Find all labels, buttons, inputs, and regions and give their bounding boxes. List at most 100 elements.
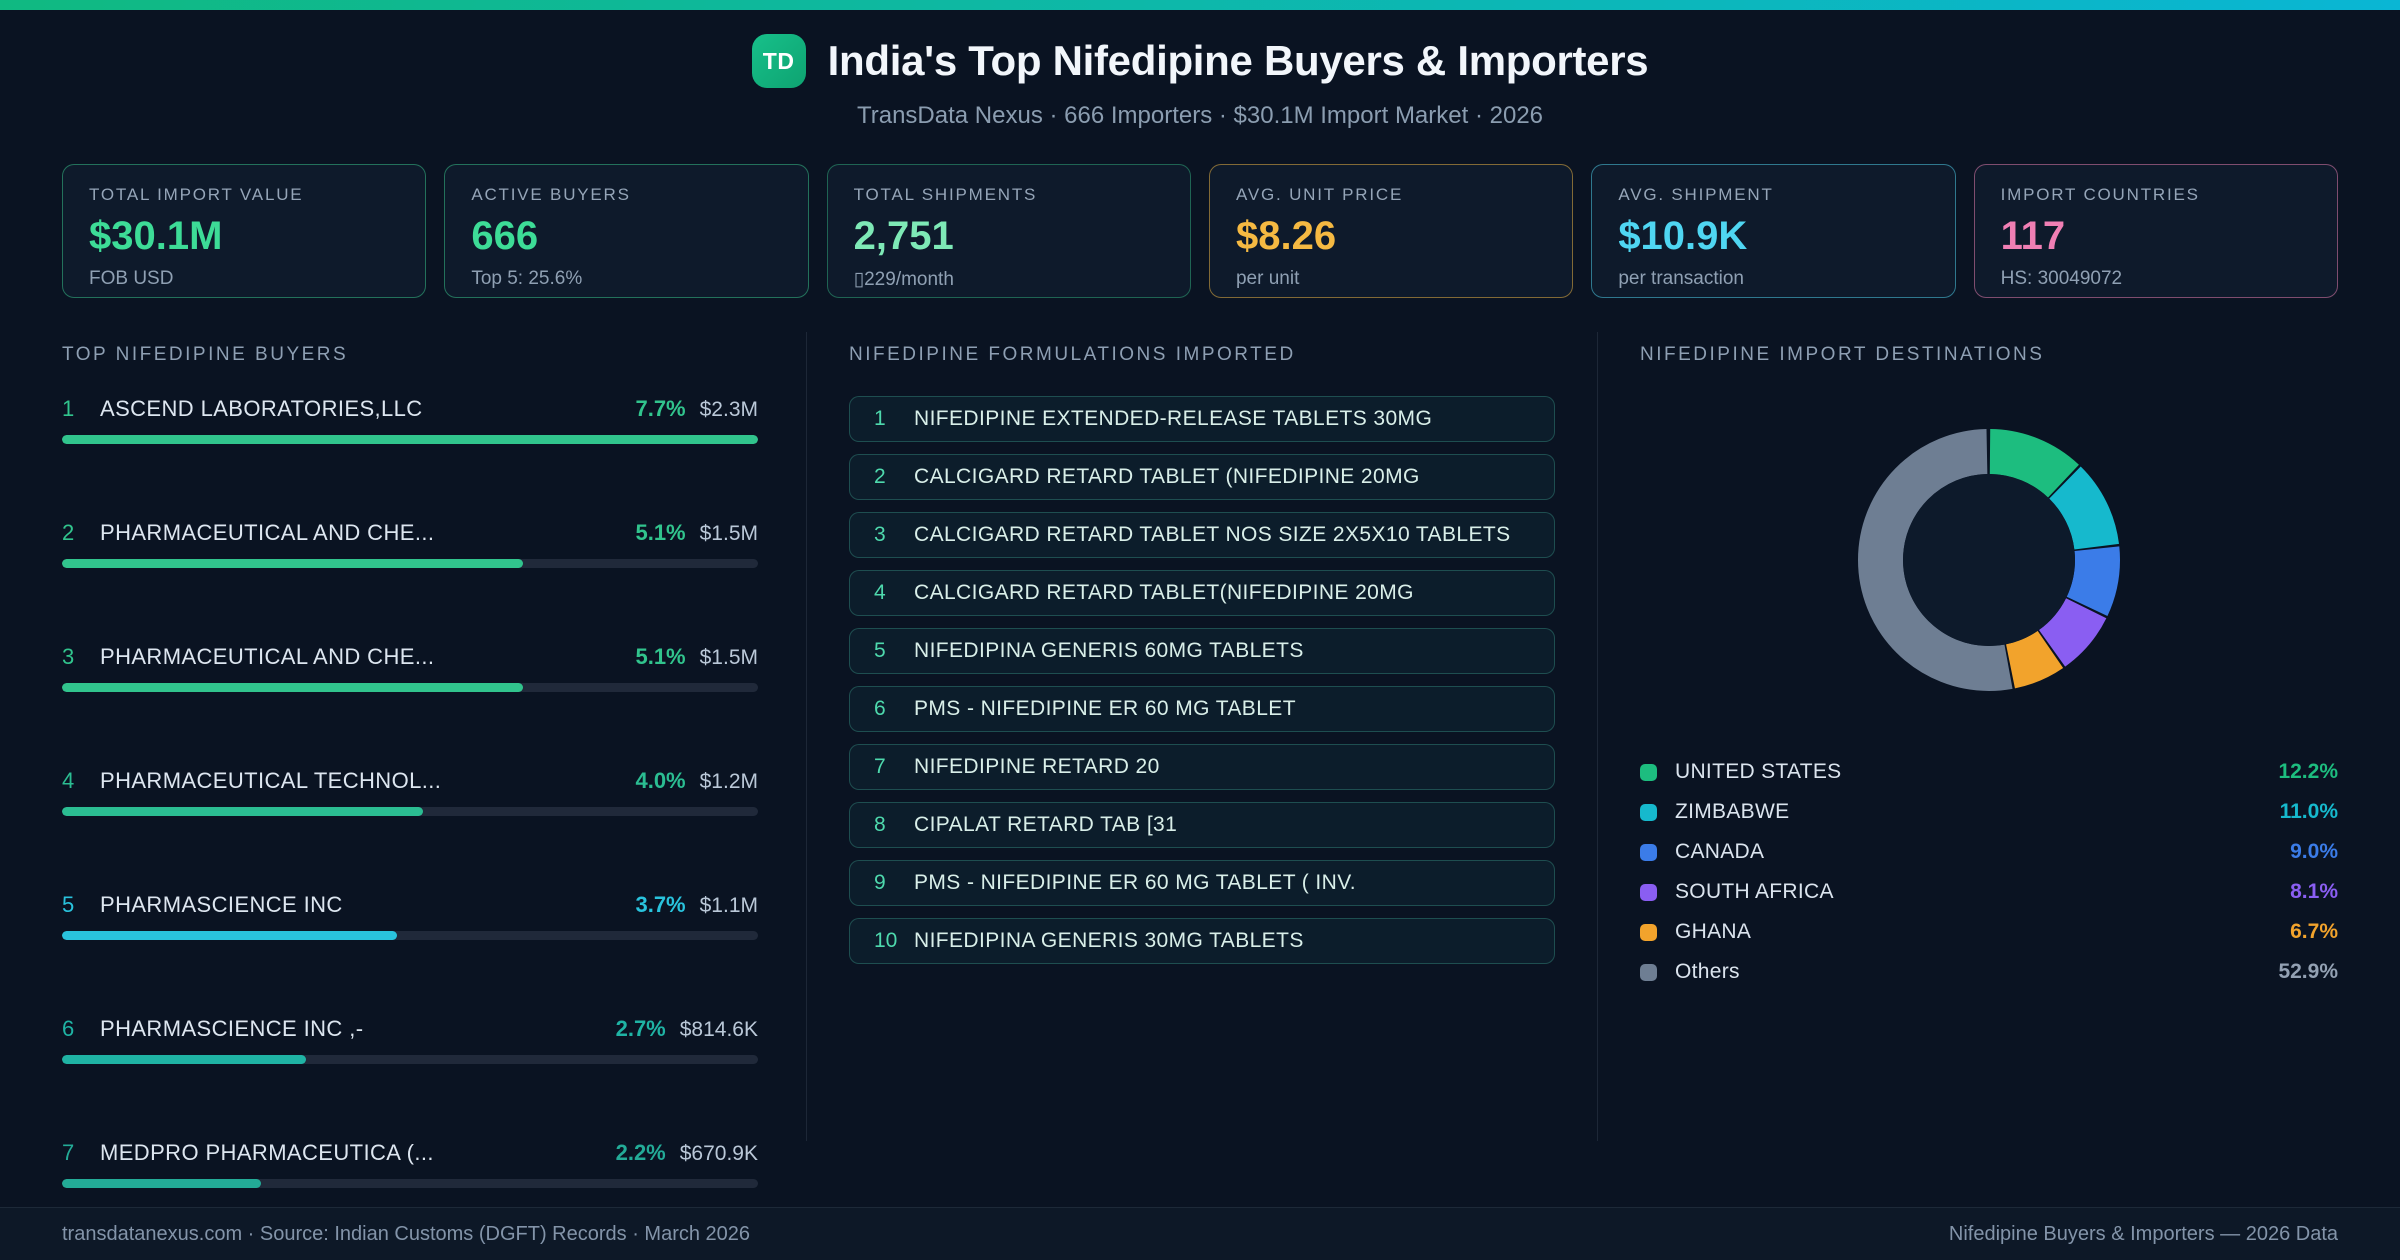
legend-percent: 52.9%	[2278, 960, 2338, 983]
buyer-percent: 7.7%	[635, 396, 686, 421]
formulation-rank: 7	[874, 755, 886, 778]
donut-chart	[1640, 410, 2338, 710]
legend-swatch	[1640, 843, 1657, 861]
formulation-name: NIFEDIPINE RETARD 20	[914, 755, 1160, 778]
buyer-bar-track	[62, 1055, 758, 1064]
main-content: TOP NIFEDIPINE BUYERS 1 ASCEND LABORATORI…	[0, 298, 2400, 1188]
legend-swatch	[1640, 763, 1657, 781]
buyer-value: $1.5M	[699, 646, 758, 669]
buyer-value: $814.6K	[679, 1018, 758, 1041]
stat-card: TOTAL SHIPMENTS 2,751 ▯229/month	[826, 164, 1191, 298]
brand-badge: TD	[751, 34, 806, 88]
stat-label: TOTAL IMPORT VALUE	[89, 185, 304, 204]
stat-card: AVG. SHIPMENT $10.9K per transaction	[1591, 164, 1956, 298]
legend-row: CANADA 9.0%	[1640, 840, 2338, 864]
formulation-name: PMS - NIFEDIPINE ER 60 MG TABLET ( INV.	[914, 871, 1356, 894]
buyer-bar-track	[62, 1179, 758, 1188]
formulation-item: 7 NIFEDIPINE RETARD 20	[849, 744, 1555, 790]
buyer-bar-track	[62, 435, 758, 444]
stats-row: TOTAL IMPORT VALUE $30.1M FOB USD ACTIVE BU…	[62, 164, 2338, 298]
buyer-rank: 5	[62, 892, 75, 917]
page-subtitle: TransData Nexus · 666 Importers · $30.1M…	[856, 102, 1544, 129]
buyer-value: $1.5M	[699, 522, 758, 545]
legend-label: UNITED STATES	[1675, 760, 1842, 783]
stat-sub: Top 5: 25.6%	[471, 268, 583, 289]
legend-label: SOUTH AFRICA	[1675, 880, 1834, 903]
buyer-row: 5 PHARMASCIENCE INC 3.7% $1.1M	[62, 892, 758, 940]
buyer-bar-fill	[62, 1055, 307, 1064]
legend-row: Others 52.9%	[1640, 960, 2338, 984]
formulation-rank: 2	[874, 465, 886, 488]
buyer-bar-track	[62, 559, 758, 568]
legend-row: SOUTH AFRICA 8.1%	[1640, 880, 2338, 904]
stat-card: TOTAL IMPORT VALUE $30.1M FOB USD	[62, 164, 427, 298]
buyer-value: $2.3M	[699, 398, 758, 421]
legend-percent: 6.7%	[2290, 920, 2338, 943]
destinations-title: NIFEDIPINE IMPORT DESTINATIONS	[1640, 344, 2045, 365]
stat-sub: FOB USD	[89, 268, 174, 289]
buyer-bar-fill	[62, 807, 424, 816]
formulation-rank: 8	[874, 813, 886, 836]
formulation-item: 9 PMS - NIFEDIPINE ER 60 MG TABLET ( INV.	[849, 860, 1555, 906]
formulation-item: 5 NIFEDIPINA GENERIS 60MG TABLETS	[849, 628, 1555, 674]
legend-swatch	[1640, 883, 1657, 901]
formulation-name: CALCIGARD RETARD TABLET NOS SIZE 2X5X10 …	[914, 523, 1511, 546]
formulation-name: PMS - NIFEDIPINE ER 60 MG TABLET	[914, 697, 1296, 720]
formulation-item: 2 CALCIGARD RETARD TABLET (NIFEDIPINE 20M…	[849, 454, 1555, 500]
legend-row: GHANA 6.7%	[1640, 920, 2338, 944]
buyer-rank: 1	[62, 396, 75, 421]
buyer-rank: 7	[62, 1140, 75, 1165]
legend-label: ZIMBABWE	[1675, 800, 1790, 823]
stat-value: 666	[471, 214, 539, 258]
buyer-name: PHARMACEUTICAL TECHNOL...	[100, 768, 442, 793]
buyer-row: 2 PHARMACEUTICAL AND CHE... 5.1% $1.5M	[62, 520, 758, 568]
formulation-name: NIFEDIPINA GENERIS 60MG TABLETS	[914, 639, 1304, 662]
buyer-bar-track	[62, 683, 758, 692]
footer: transdatanexus.com · Source: Indian Cust…	[0, 1207, 2400, 1260]
buyers-title: TOP NIFEDIPINE BUYERS	[62, 344, 349, 365]
buyer-bar-fill	[62, 683, 523, 692]
formulation-rank: 10	[874, 929, 898, 952]
buyer-name: ASCEND LABORATORIES,LLC	[100, 396, 423, 421]
formulation-rank: 5	[874, 639, 886, 662]
formulation-rank: 1	[874, 407, 886, 430]
destinations-panel: NIFEDIPINE IMPORT DESTINATIONS UNITED ST…	[1598, 332, 2338, 1141]
buyers-list: 1 ASCEND LABORATORIES,LLC 7.7% $2.3M 2 PHARMA…	[62, 396, 758, 1188]
formulation-item: 3 CALCIGARD RETARD TABLET NOS SIZE 2X5X10…	[849, 512, 1555, 558]
legend-percent: 11.0%	[2279, 800, 2338, 823]
stat-value: $10.9K	[1618, 214, 1748, 258]
formulation-name: NIFEDIPINE EXTENDED-RELEASE TABLETS 30MG	[914, 407, 1433, 430]
buyer-percent: 5.1%	[635, 644, 686, 669]
buyer-name: PHARMACEUTICAL AND CHE...	[100, 520, 435, 545]
formulation-name: CIPALAT RETARD TAB [31	[914, 813, 1178, 836]
buyer-rank: 2	[62, 520, 75, 545]
formulation-rank: 9	[874, 871, 886, 894]
stat-label: ACTIVE BUYERS	[471, 185, 631, 204]
buyer-row: 4 PHARMACEUTICAL TECHNOL... 4.0% $1.2M	[62, 768, 758, 816]
stat-sub: HS: 30049072	[2000, 268, 2123, 289]
stat-card: AVG. UNIT PRICE $8.26 per unit	[1208, 164, 1574, 298]
buyer-value: $1.1M	[699, 894, 758, 917]
stat-value: 117	[2000, 214, 2066, 258]
buyer-row: 7 MEDPRO PHARMACEUTICA (... 2.2% $670.9K	[62, 1140, 758, 1188]
stat-sub: per transaction	[1618, 268, 1744, 289]
formulation-item: 4 CALCIGARD RETARD TABLET(NIFEDIPINE 20MG	[849, 570, 1555, 616]
formulation-rank: 4	[874, 581, 886, 604]
buyer-bar-fill	[62, 931, 397, 940]
buyer-bar-fill	[62, 435, 758, 444]
formulation-name: CALCIGARD RETARD TABLET (NIFEDIPINE 20MG	[914, 465, 1420, 488]
legend-label: GHANA	[1675, 920, 1752, 943]
footer-source: transdatanexus.com · Source: Indian Cust…	[62, 1222, 751, 1245]
page-title: India's Top Nifedipine Buyers & Importer…	[827, 37, 1649, 84]
formulation-name: CALCIGARD RETARD TABLET(NIFEDIPINE 20MG	[914, 581, 1414, 604]
stat-value: $30.1M	[89, 214, 223, 258]
buyer-bar-track	[62, 931, 758, 940]
formulations-title: NIFEDIPINE FORMULATIONS IMPORTED	[849, 344, 1296, 365]
legend-swatch	[1640, 803, 1657, 821]
buyer-bar-fill	[62, 1179, 262, 1188]
buyer-percent: 2.2%	[615, 1140, 666, 1165]
buyer-percent: 2.7%	[615, 1016, 666, 1041]
formulations-list: 1 NIFEDIPINE EXTENDED-RELEASE TABLETS 30M…	[849, 396, 1555, 964]
formulation-item: 1 NIFEDIPINE EXTENDED-RELEASE TABLETS 30M…	[849, 396, 1555, 442]
buyer-name: MEDPRO PHARMACEUTICA (...	[100, 1140, 434, 1165]
